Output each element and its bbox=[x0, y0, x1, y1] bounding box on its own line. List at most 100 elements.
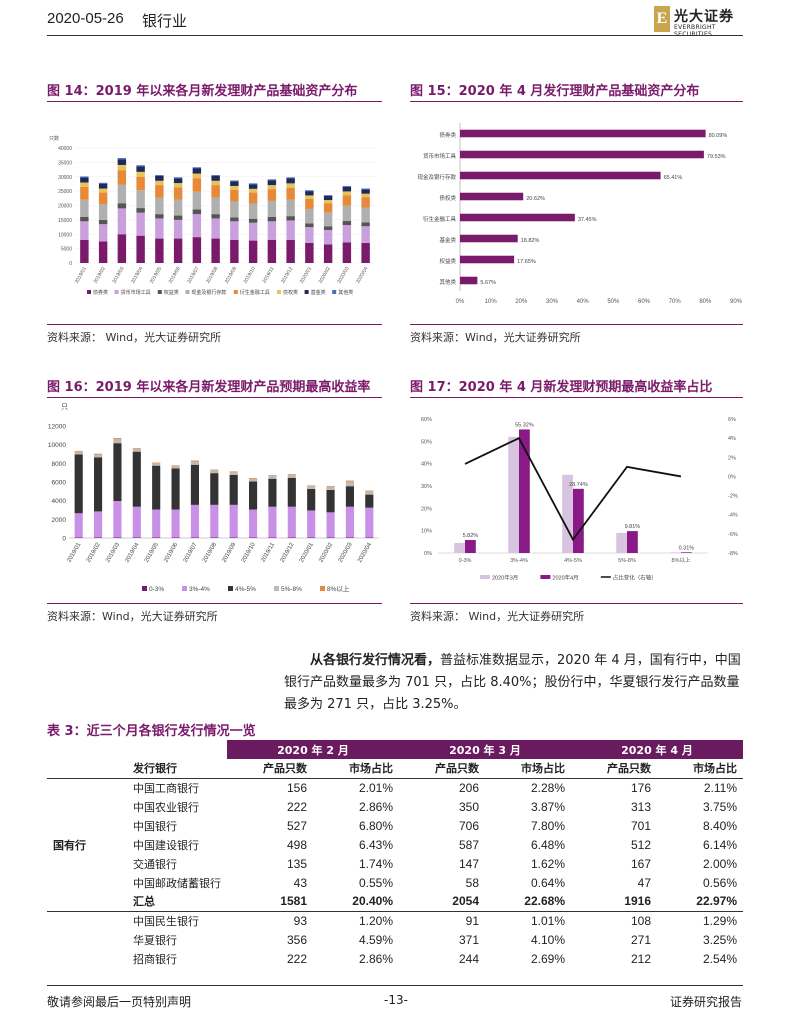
table-cell: 1581 bbox=[227, 892, 313, 912]
bar-segment bbox=[152, 462, 161, 464]
table-row: 交通银行 135 1.74% 147 1.62% 167 2.00% bbox=[47, 854, 743, 873]
y-left-tick-label: 0% bbox=[424, 551, 432, 557]
data-label: 0.31% bbox=[679, 545, 695, 551]
category-label: 其他类 bbox=[439, 278, 456, 286]
bar-segment bbox=[211, 175, 220, 176]
bar-segment bbox=[365, 507, 374, 538]
bar bbox=[681, 552, 692, 553]
table-cell: 108 bbox=[630, 913, 651, 928]
x-tick-label: 0% bbox=[456, 299, 465, 305]
table-cell: 206 bbox=[458, 780, 479, 795]
x-tick-label: 3%-4% bbox=[510, 558, 528, 564]
bar-segment bbox=[98, 241, 108, 263]
bar bbox=[460, 171, 661, 180]
bar-segment bbox=[80, 182, 89, 187]
bar-segment bbox=[98, 219, 108, 225]
bar-segment bbox=[155, 180, 164, 186]
x-tick-label: 2019/02 bbox=[93, 266, 107, 285]
y-right-tick-label: -8% bbox=[728, 551, 738, 557]
x-tick-label: 2019/11 bbox=[260, 541, 276, 563]
bar-segment bbox=[190, 460, 200, 462]
bar bbox=[460, 276, 478, 285]
y-tick-label: 5000 bbox=[61, 247, 72, 253]
legend-label: 2020年4月 bbox=[552, 574, 578, 582]
bar-segment bbox=[286, 240, 295, 263]
legend-swatch bbox=[540, 575, 551, 579]
table-cell: 706 bbox=[458, 818, 479, 833]
x-tick-label: 2019/10 bbox=[241, 541, 257, 563]
bar-segment bbox=[173, 177, 183, 179]
bar-segment bbox=[211, 197, 220, 215]
y-tick-label: 8000 bbox=[52, 461, 67, 468]
table-cell: 271 bbox=[630, 932, 651, 947]
bar-segment bbox=[229, 504, 238, 538]
x-tick-label: 2019/12 bbox=[280, 266, 294, 285]
bar-segment bbox=[326, 486, 335, 490]
bar-segment bbox=[230, 185, 239, 190]
bar-segment bbox=[267, 189, 277, 201]
table-cell: 0.56% bbox=[702, 875, 737, 890]
col-count: 产品只数 bbox=[399, 759, 485, 779]
table-cell: 22.68% bbox=[485, 892, 571, 912]
bar-segment bbox=[342, 191, 352, 196]
x-tick-label: 2019/04 bbox=[130, 266, 144, 285]
x-tick-label: 2019/03 bbox=[105, 541, 121, 563]
y-left-tick-label: 30% bbox=[421, 484, 432, 490]
y-tick-label: 40000 bbox=[58, 146, 72, 152]
bar-segment bbox=[93, 453, 103, 455]
category-label: 基金类 bbox=[439, 236, 456, 244]
bar-segment bbox=[98, 183, 108, 189]
group-label bbox=[47, 930, 127, 949]
table-cell: 6.43% bbox=[358, 837, 393, 852]
bank-name: 中国民生银行 bbox=[133, 914, 199, 928]
logo-subtext: EVERBRIGHT SECURITIES bbox=[674, 24, 716, 38]
bar-segment bbox=[117, 234, 127, 263]
x-tick-label: 2019/01 bbox=[74, 266, 88, 285]
table-cell: 3.87% bbox=[530, 799, 565, 814]
bar-segment bbox=[210, 473, 219, 505]
x-tick-label: 2019/05 bbox=[149, 266, 163, 285]
bar-segment bbox=[98, 224, 108, 242]
footer-disclaimer: 敬请参阅最后一页特别声明 bbox=[47, 995, 192, 1009]
bar-segment bbox=[287, 506, 296, 538]
y-tick-label: 15000 bbox=[58, 218, 72, 224]
fig14-chart: 只数 0 5000 10000 15000 20000 25000 30000 35000 400… bbox=[49, 135, 375, 296]
table-cell: 4.10% bbox=[530, 932, 565, 947]
bar-segment bbox=[93, 457, 103, 512]
bar bbox=[460, 129, 706, 138]
bar-segment bbox=[287, 477, 296, 507]
x-tick-label: 20% bbox=[515, 299, 528, 305]
y-right-tick-label: 0% bbox=[728, 474, 736, 480]
bar-segment bbox=[229, 472, 238, 475]
bar-segment bbox=[305, 198, 314, 209]
bar-segment bbox=[361, 207, 370, 223]
bar-segment bbox=[230, 240, 239, 263]
bar-segment bbox=[248, 203, 258, 219]
legend-label: 债权类 bbox=[283, 289, 298, 296]
table-cell: 313 bbox=[630, 799, 651, 814]
bar-segment bbox=[267, 180, 277, 186]
legend-swatch bbox=[233, 290, 238, 294]
bar-segment bbox=[113, 501, 122, 538]
bar-segment bbox=[136, 176, 145, 191]
bar-segment bbox=[345, 480, 355, 482]
y-tick-label: 10000 bbox=[48, 442, 66, 449]
table-row: 华夏银行 356 4.59% 371 4.10% 271 3.25% bbox=[47, 930, 743, 949]
bar bbox=[519, 429, 530, 553]
legend-label: 8%以上 bbox=[327, 584, 350, 593]
bar-segment bbox=[323, 195, 333, 197]
bar-segment bbox=[113, 438, 122, 439]
x-tick-label: 2019/02 bbox=[86, 541, 102, 563]
col-bank: 发行银行 bbox=[127, 759, 227, 779]
bar bbox=[627, 531, 638, 553]
x-tick-label: 2019/12 bbox=[279, 541, 295, 563]
bar-segment bbox=[192, 214, 202, 238]
bar-segment bbox=[342, 185, 352, 187]
category-label: 债权类 bbox=[439, 194, 456, 202]
fig17-chart: 0% 10% 20% 30% 40% 50% 60% 6% 4% 2% 0% -2% -4% -6% -8%… bbox=[421, 417, 738, 582]
y-right-tick-label: -2% bbox=[728, 494, 738, 500]
bank-issuance-table: 2020 年 2 月 2020 年 3 月 2020 年 4 月 发行银行 产品… bbox=[47, 740, 743, 968]
legend-label: 基金类 bbox=[311, 289, 326, 296]
bar-segment bbox=[342, 242, 352, 263]
